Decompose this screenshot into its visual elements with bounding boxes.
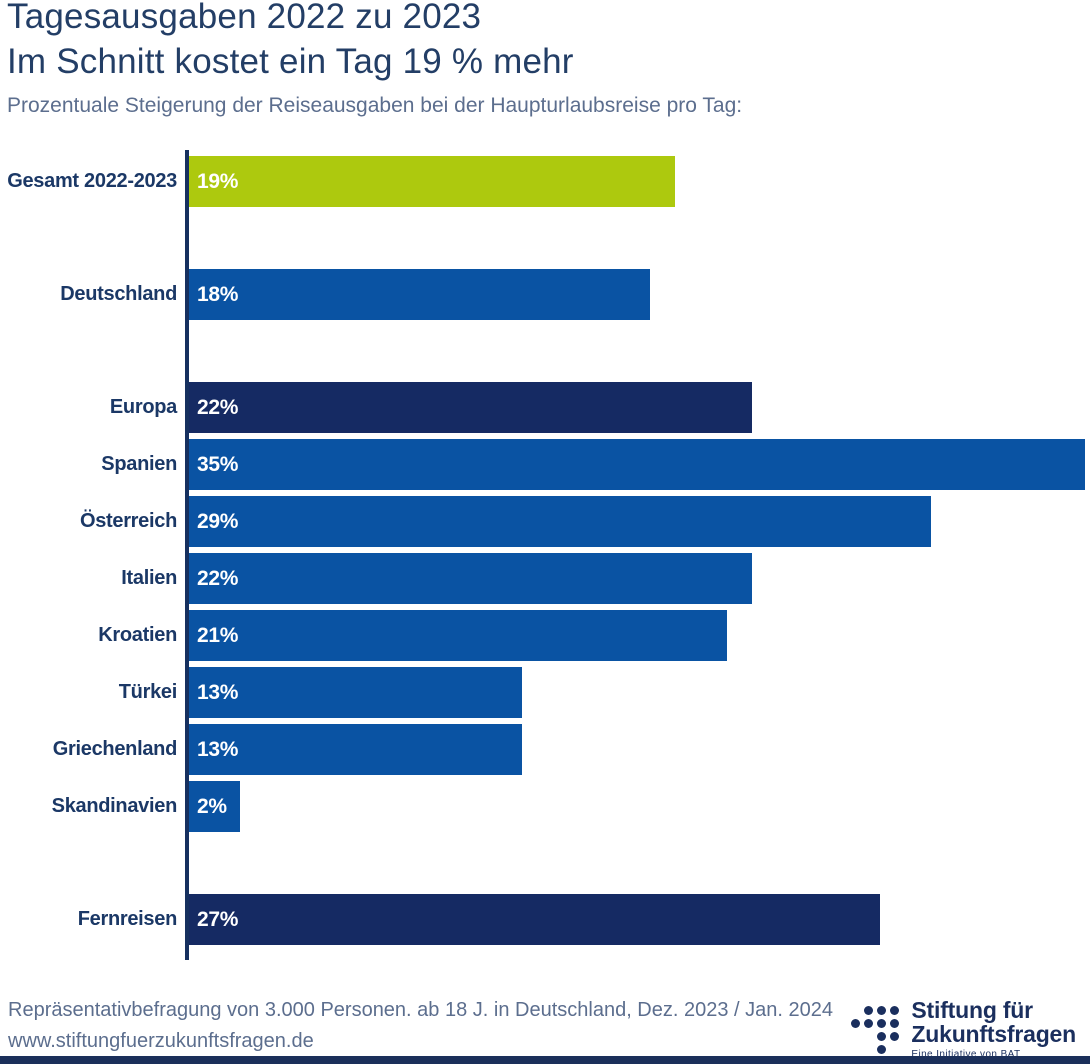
bar-value-label: 2% bbox=[197, 794, 227, 818]
chart-row: Gesamt 2022-2023 19% bbox=[0, 156, 1090, 207]
bar-value-label: 18% bbox=[197, 282, 239, 306]
chart-header: Tagesausgaben 2022 zu 2023 Im Schnitt ko… bbox=[7, 0, 1080, 119]
bar: 19% bbox=[189, 156, 675, 207]
chart-row: Europa 22% bbox=[0, 382, 1090, 433]
chart-row: Fernreisen 27% bbox=[0, 894, 1090, 945]
footer: Repräsentativbefragung von 3.000 Persone… bbox=[8, 995, 858, 1057]
category-label: Italien bbox=[121, 567, 177, 589]
chart-title-line2: Im Schnitt kostet ein Tag 19 % mehr bbox=[7, 42, 574, 81]
chart-subtitle: Prozentuale Steigerung der Reiseausgaben… bbox=[7, 94, 743, 117]
bottom-accent-bar bbox=[0, 1056, 1090, 1064]
bar: 22% bbox=[189, 553, 752, 604]
chart-row: Deutschland 18% bbox=[0, 269, 1090, 320]
bar-value-label: 35% bbox=[197, 452, 239, 476]
category-label: Spanien bbox=[101, 453, 177, 475]
chart-title-line1: Tagesausgaben 2022 zu 2023 bbox=[7, 0, 482, 36]
bar-value-label: 22% bbox=[197, 566, 239, 590]
bar: 21% bbox=[189, 610, 727, 661]
logo-tagline: Eine Initiative von BAT bbox=[911, 1049, 1021, 1060]
bar-value-label: 22% bbox=[197, 395, 239, 419]
bar: 35% bbox=[189, 439, 1085, 490]
bar: 27% bbox=[189, 894, 880, 945]
chart-row: Skandinavien 2% bbox=[0, 781, 1090, 832]
logo-name-line2: Zukunftsfragen bbox=[911, 1021, 1076, 1047]
chart-row: Griechenland 13% bbox=[0, 724, 1090, 775]
logo-dots-icon bbox=[849, 1004, 901, 1056]
footer-website: www.stiftungfuerzukunftsfragen.de bbox=[8, 1030, 314, 1052]
category-label: Deutschland bbox=[60, 283, 177, 305]
bar-value-label: 29% bbox=[197, 509, 239, 533]
category-label: Fernreisen bbox=[77, 908, 178, 930]
category-label: Europa bbox=[109, 396, 177, 418]
chart-row: Türkei 13% bbox=[0, 667, 1090, 718]
category-label: Skandinavien bbox=[51, 795, 178, 817]
bar-value-label: 21% bbox=[197, 623, 239, 647]
bar: 22% bbox=[189, 382, 752, 433]
bar-value-label: 13% bbox=[197, 737, 239, 761]
chart-row: Kroatien 21% bbox=[0, 610, 1090, 661]
bar-value-label: 27% bbox=[197, 907, 239, 931]
stiftung-logo: Stiftung für Zukunftsfragen Eine Initiat… bbox=[849, 998, 1076, 1060]
category-label: Griechenland bbox=[52, 738, 178, 760]
chart-row: Spanien 35% bbox=[0, 439, 1090, 490]
bar: 13% bbox=[189, 724, 522, 775]
chart-row: Österreich 29% bbox=[0, 496, 1090, 547]
chart-row: Italien 22% bbox=[0, 553, 1090, 604]
footer-source-line: Repräsentativbefragung von 3.000 Persone… bbox=[8, 999, 833, 1021]
bar-value-label: 19% bbox=[197, 169, 239, 193]
category-label: Türkei bbox=[118, 681, 178, 703]
chart-y-axis-line bbox=[185, 150, 189, 960]
bar: 29% bbox=[189, 496, 931, 547]
bar-value-label: 13% bbox=[197, 680, 239, 704]
category-label: Kroatien bbox=[98, 624, 177, 646]
bar: 2% bbox=[189, 781, 240, 832]
bar: 18% bbox=[189, 269, 650, 320]
category-label: Gesamt 2022-2023 bbox=[7, 170, 177, 192]
bar: 13% bbox=[189, 667, 522, 718]
category-label: Österreich bbox=[79, 510, 177, 532]
logo-name-line1: Stiftung für bbox=[911, 997, 1033, 1023]
